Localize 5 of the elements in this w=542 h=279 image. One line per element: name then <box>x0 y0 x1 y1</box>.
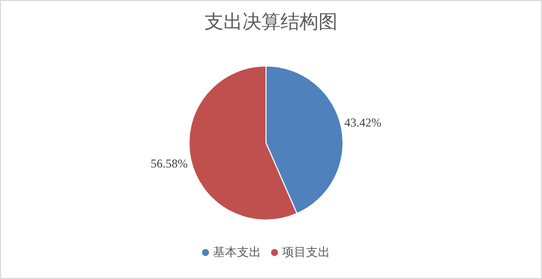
chart-title: 支出决算结构图 <box>204 10 338 35</box>
legend-label: 基本支出 <box>213 245 261 259</box>
legend-label: 项目支出 <box>282 245 330 259</box>
data-label: 56.58% <box>150 156 188 170</box>
data-label: 43.42% <box>344 116 382 130</box>
